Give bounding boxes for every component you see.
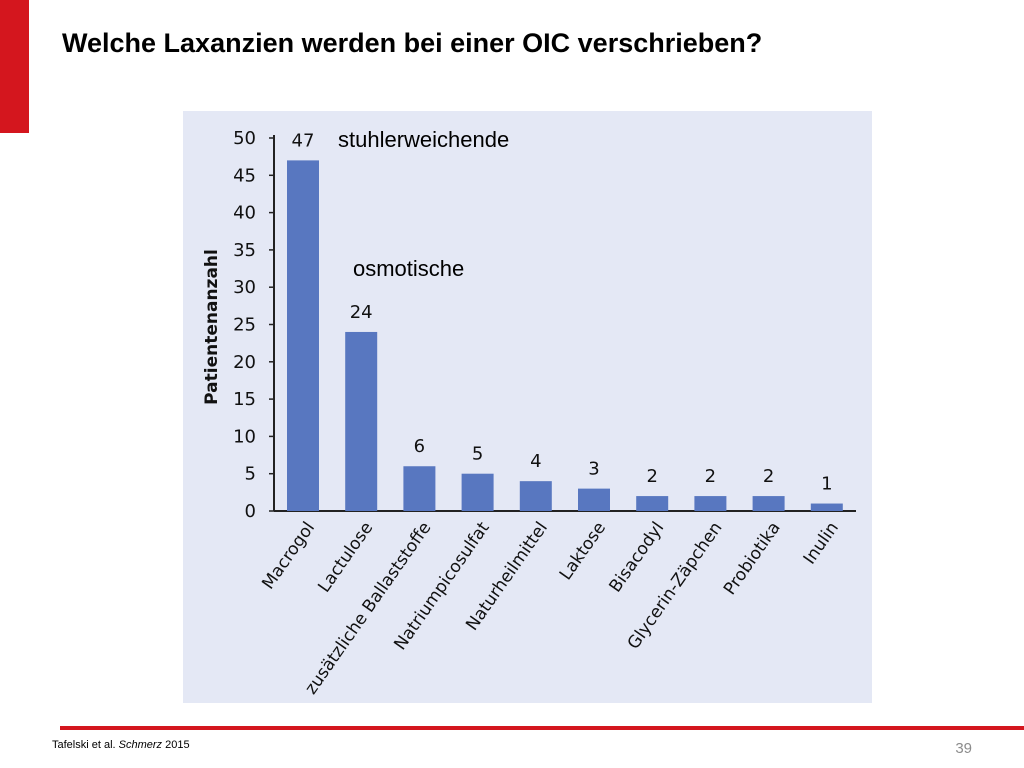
data-label: 5 xyxy=(472,444,483,465)
y-tick-label: 50 xyxy=(233,128,256,149)
data-label: 2 xyxy=(646,466,657,487)
data-labels: 47 24 6 5 4 3 2 2 2 1 xyxy=(292,130,833,494)
annotation-osmotische: osmotische xyxy=(353,256,465,281)
annotation-stuhlerweichende: stuhlerweichende xyxy=(338,127,510,152)
y-tick-label: 20 xyxy=(233,352,256,373)
category-label: Lactulose xyxy=(314,518,377,596)
category-label: Macrogol xyxy=(258,518,319,593)
category-label: Laktose xyxy=(556,518,610,584)
category-label: Probiotika xyxy=(720,518,785,598)
bar xyxy=(403,466,436,511)
bar xyxy=(287,160,319,511)
citation-journal: Schmerz xyxy=(118,739,163,751)
page-number: 39 xyxy=(955,740,972,757)
footer-accent-line xyxy=(60,726,1024,730)
bar xyxy=(578,488,610,511)
citation: Tafelski et al. Schmerz 2015 xyxy=(52,739,190,751)
data-label: 2 xyxy=(763,466,774,487)
data-label: 6 xyxy=(414,436,425,457)
citation-authors: Tafelski et al. xyxy=(52,739,116,751)
data-label: 24 xyxy=(350,302,373,323)
y-tick-label: 45 xyxy=(233,165,256,186)
data-label: 3 xyxy=(588,459,599,480)
category-label: Bisacodyl xyxy=(605,518,668,596)
bar xyxy=(519,481,552,511)
bar xyxy=(810,503,843,511)
y-tick-label: 10 xyxy=(233,426,256,447)
data-label: 47 xyxy=(292,130,315,151)
bar xyxy=(636,496,669,511)
citation-year: 2015 xyxy=(165,739,190,751)
y-axis-ticks: 0 5 10 15 20 25 30 35 40 45 50 xyxy=(233,128,274,522)
y-tick-label: 40 xyxy=(233,203,256,224)
chart-panel: 0 5 10 15 20 25 30 35 40 45 50 47 24 6 5 4 3 2 2 2 1 Macrog… xyxy=(183,111,872,703)
bar xyxy=(345,331,378,511)
data-label: 1 xyxy=(821,474,832,495)
bar-chart: 0 5 10 15 20 25 30 35 40 45 50 47 24 6 5 4 3 2 2 2 1 Macrog… xyxy=(202,128,856,698)
y-tick-label: 30 xyxy=(233,277,256,298)
data-label: 4 xyxy=(530,451,541,472)
bar xyxy=(694,496,727,511)
slide-title: Welche Laxanzien werden bei einer OIC ve… xyxy=(62,28,763,58)
category-label: Inulin xyxy=(800,518,843,568)
y-tick-label: 35 xyxy=(233,240,256,261)
bar xyxy=(461,473,494,511)
y-tick-label: 5 xyxy=(245,464,256,485)
y-tick-label: 25 xyxy=(233,315,256,336)
y-axis-label: Patientenanzahl xyxy=(202,249,222,405)
y-tick-label: 15 xyxy=(233,389,256,410)
data-label: 2 xyxy=(705,466,716,487)
y-tick-label: 0 xyxy=(245,501,256,522)
bar xyxy=(752,496,785,511)
accent-bar xyxy=(0,0,29,133)
bars xyxy=(287,160,843,511)
